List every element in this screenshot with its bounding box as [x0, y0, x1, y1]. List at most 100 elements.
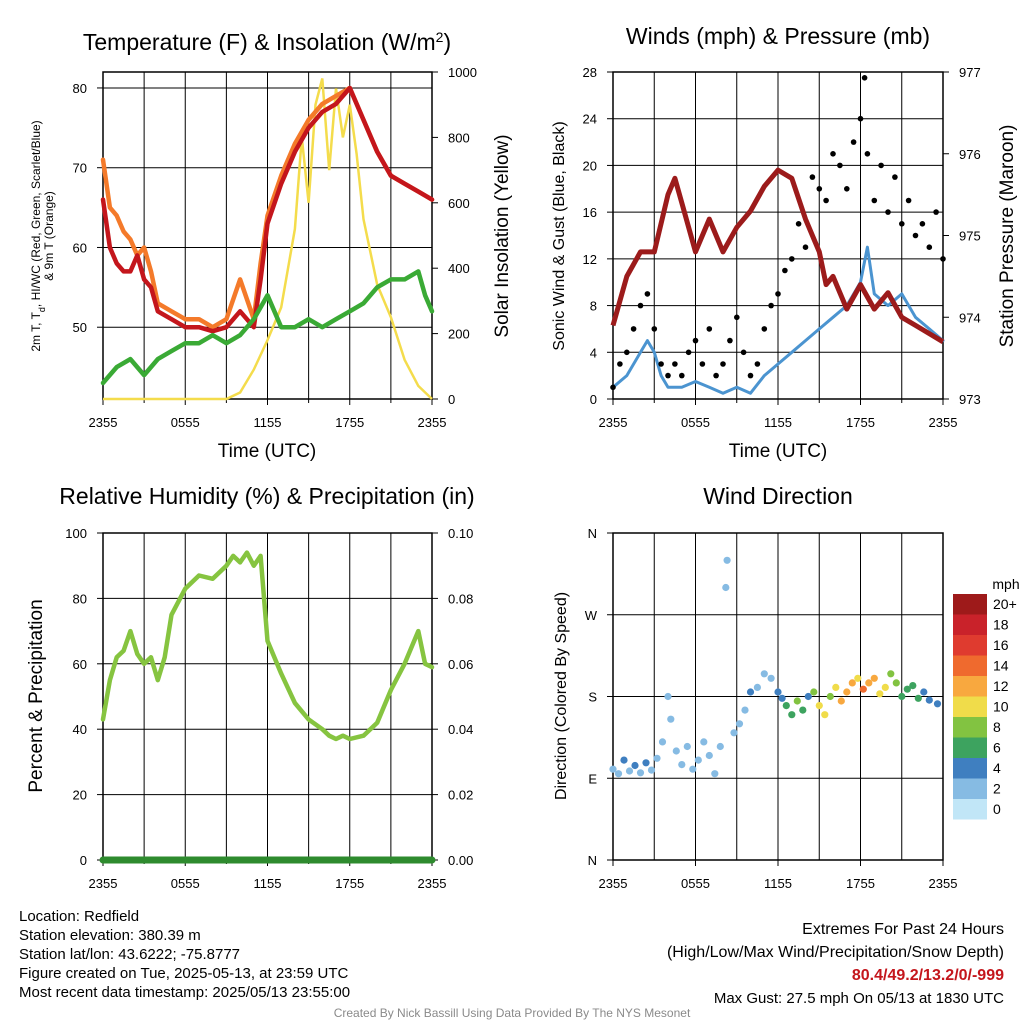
y-tick-label: 12 [583, 252, 597, 267]
wind-direction-point [788, 711, 796, 719]
gust-point [844, 186, 850, 192]
extremes-title: Extremes For Past 24 Hours [802, 921, 1004, 938]
legend-swatch [953, 778, 987, 799]
gust-point [658, 361, 664, 367]
gust-point [706, 326, 713, 332]
wind-direction-point [778, 694, 786, 702]
pressure-y-axis-label: Station Pressure (Maroon) [997, 125, 1018, 348]
wind-direction-point [664, 692, 672, 701]
legend-swatch [953, 655, 987, 676]
y-right-tick-label: 200 [448, 327, 470, 342]
legend-swatch [953, 594, 987, 615]
wind-direction-point [642, 759, 650, 767]
wind-direction-point [881, 683, 889, 692]
wind-direction-point [614, 770, 623, 778]
wind-direction-point [711, 770, 719, 778]
x-tick-label: 2355 [599, 415, 628, 430]
wind-direction-point [716, 742, 724, 751]
wind-direction-point [865, 679, 873, 687]
gust-point [630, 326, 637, 332]
y-right-tick-label: 600 [448, 196, 470, 211]
gust-point [775, 291, 781, 297]
gust-point [637, 302, 644, 309]
x-tick-label: 0555 [681, 876, 710, 891]
gust-point [651, 326, 658, 332]
wind-direction-point [741, 706, 749, 714]
wind-direction-point [933, 700, 942, 708]
wind-direction-point [609, 765, 617, 773]
gust-point [802, 244, 809, 250]
legend-unit: mph [992, 576, 1019, 592]
gust-point [713, 372, 719, 379]
x-tick-label: 1755 [846, 415, 875, 430]
wind-direction-point [689, 765, 697, 773]
x-tick-label: 2355 [418, 415, 447, 430]
wind-direction-point [909, 682, 917, 690]
y-tick-label: 80 [73, 81, 87, 96]
gust-point [672, 361, 678, 367]
y-tick-label: 100 [65, 526, 87, 541]
wind-direction-point [887, 670, 895, 678]
y-right-tick-label: 974 [959, 310, 981, 325]
gust-point [905, 197, 912, 204]
gust-point [899, 221, 905, 227]
wind-direction-point [760, 670, 768, 678]
wind-direction-point [753, 683, 762, 692]
wind-direction-point [694, 756, 702, 764]
wind-direction-point [876, 690, 884, 698]
gust-point [624, 349, 630, 356]
wind-direction-point [700, 738, 708, 746]
winds-y-axis-label: Sonic Wind & Gust (Blue, Black) [551, 121, 568, 350]
wind-direction-point [723, 556, 731, 564]
wind-direction-point [672, 747, 680, 755]
station-latlon: Station lat/lon: 43.6222; -75.8777 [19, 946, 241, 963]
x-tick-label: 1155 [764, 876, 792, 891]
legend-swatch [953, 737, 987, 758]
temperature-x-axis-label: Time (UTC) [218, 441, 317, 462]
gust-point [878, 162, 884, 169]
gust-point [861, 75, 868, 81]
x-tick-label: 1155 [254, 415, 282, 430]
gust-point [837, 162, 843, 169]
wind-direction-point [870, 674, 878, 682]
y-tick-label: 0 [80, 853, 87, 868]
x-tick-label: 1755 [335, 415, 364, 430]
temp-line [100, 85, 435, 334]
wind-direction-point [826, 692, 834, 701]
wind-direction-point [658, 738, 667, 746]
x-tick-label: 1155 [764, 415, 792, 430]
y-right-tick-label: 0.02 [448, 788, 473, 803]
wind-direction-point [837, 697, 845, 705]
credit-line: Created By Nick Bassill Using Data Provi… [333, 1006, 691, 1020]
wind-direction-point [730, 729, 738, 737]
gust-point [692, 337, 699, 344]
y-tick-label: 24 [583, 112, 597, 127]
station-info: Location: Redfield Station elevation: 38… [19, 907, 350, 1002]
y-right-tick-label: 975 [959, 229, 981, 244]
wind-direction-point [647, 766, 656, 774]
legend-swatch [953, 635, 987, 656]
wind-direction-point [636, 769, 645, 777]
wind-direction-y-axis-label: Direction (Colored By Speed) [553, 592, 570, 800]
y-tick-label: 60 [73, 240, 87, 255]
gust-point [665, 372, 671, 379]
y-tick-label: 40 [73, 722, 87, 737]
y-tick-label: 70 [73, 161, 87, 176]
legend-label: 8 [993, 719, 1001, 735]
x-tick-label: 0555 [681, 415, 710, 430]
gust-point [857, 115, 864, 122]
gust-point [926, 244, 933, 250]
solar-y-axis-label: Solar Insolation (Yellow) [492, 134, 513, 337]
y-tick-label: S [588, 690, 597, 705]
gust-point [795, 221, 802, 227]
gust-point [912, 232, 919, 239]
y-right-tick-label: 973 [959, 392, 981, 407]
legend-label: 20+ [993, 596, 1017, 612]
recent-data-timestamp: Most recent data timestamp: 2025/05/13 2… [19, 984, 351, 1001]
y-right-tick-label: 0.04 [448, 722, 473, 737]
wind-direction-point [859, 685, 867, 693]
wind-direction-point [620, 756, 628, 764]
wind-direction-point [767, 674, 775, 682]
gust-point [768, 302, 774, 309]
